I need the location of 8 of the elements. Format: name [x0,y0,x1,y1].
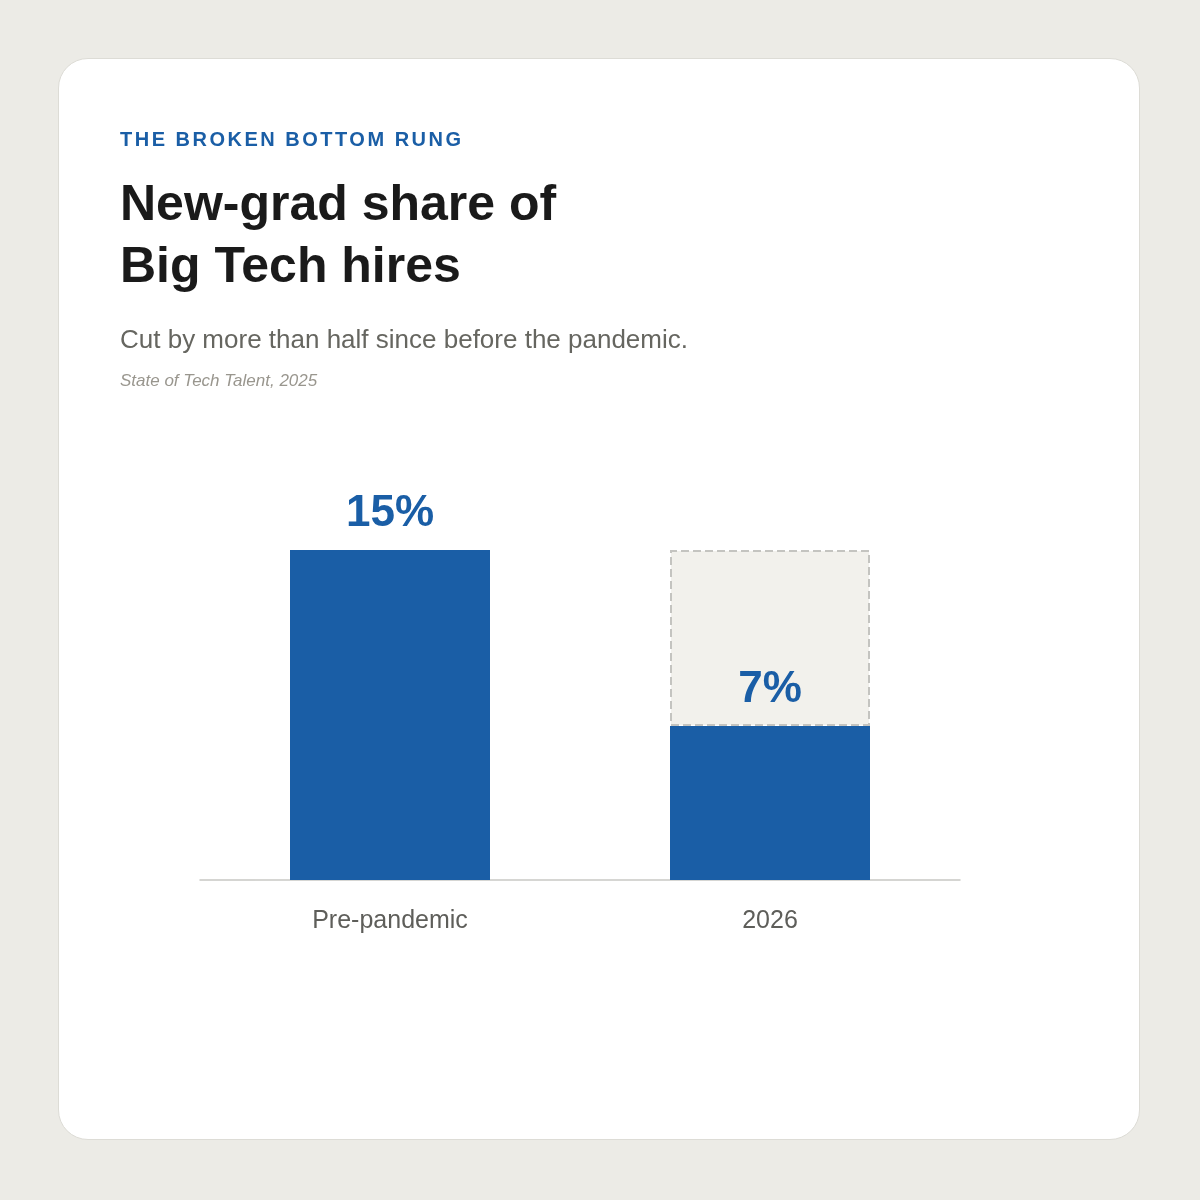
text: State of Tech Talent, 2025 [120,371,318,391]
chart-title: New-grad share of Big Tech hires [120,174,558,295]
x-tick-label: 2026 [742,904,798,933]
chart-subtitle: THE BROKEN BOTTOM RUNG [120,128,464,151]
text: Cut by more than half since before the pandemic. [120,324,688,355]
x-tick-label: Pre-pandemic [312,904,468,933]
data-label: 15% [345,485,435,535]
data-label: 7% [738,661,802,711]
